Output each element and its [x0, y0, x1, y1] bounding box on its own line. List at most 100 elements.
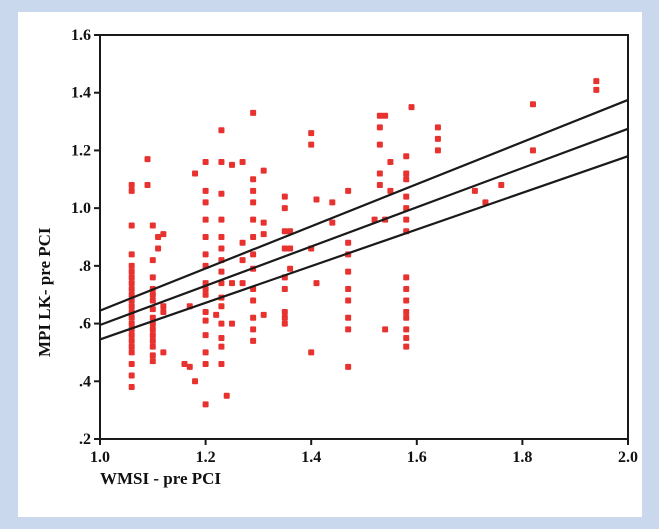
- data-point: [155, 234, 162, 240]
- data-point: [218, 303, 225, 310]
- data-point: [202, 332, 209, 339]
- data-point: [329, 219, 336, 226]
- y-tick-label: 1.4: [71, 85, 91, 102]
- data-point: [218, 127, 225, 134]
- data-point: [250, 297, 257, 304]
- data-point: [529, 101, 536, 108]
- data-point: [403, 297, 410, 304]
- plot-area: [99, 34, 629, 440]
- data-point: [144, 182, 151, 189]
- data-point: [229, 320, 235, 327]
- data-point: [387, 158, 394, 165]
- data-point: [160, 349, 167, 356]
- data-point: [149, 306, 156, 313]
- data-point: [149, 274, 156, 281]
- data-point: [128, 262, 135, 269]
- data-point: [128, 187, 135, 194]
- x-tick-label: 1.4: [301, 449, 321, 466]
- data-point: [376, 170, 383, 177]
- data-point: [181, 360, 188, 367]
- data-point: [155, 245, 162, 252]
- y-tick-label: .2: [79, 431, 91, 448]
- fit-line: [99, 127, 629, 327]
- data-point: [250, 337, 257, 344]
- data-point: [345, 297, 352, 304]
- data-point: [128, 337, 135, 344]
- data-point: [250, 216, 257, 223]
- data-point: [250, 109, 257, 116]
- data-point: [128, 332, 135, 339]
- x-tick-label: 1.6: [407, 449, 427, 466]
- y-tick-label: 1.2: [71, 142, 91, 159]
- data-point: [149, 337, 156, 344]
- data-point: [408, 104, 415, 111]
- data-points: [128, 78, 600, 408]
- data-point: [403, 176, 410, 183]
- data-point: [202, 360, 209, 367]
- data-point: [498, 182, 505, 189]
- data-point: [281, 285, 288, 292]
- data-point: [149, 332, 156, 339]
- data-point: [250, 234, 257, 240]
- data-point: [376, 112, 383, 119]
- data-point: [202, 158, 209, 165]
- data-point: [345, 285, 352, 292]
- data-point: [218, 280, 225, 287]
- data-point: [287, 265, 294, 272]
- data-point: [313, 280, 320, 287]
- data-point: [128, 384, 135, 391]
- data-point: [471, 187, 478, 194]
- data-point: [160, 309, 167, 316]
- data-point: [192, 378, 199, 385]
- data-point: [345, 314, 352, 321]
- data-point: [149, 297, 156, 304]
- data-point: [260, 167, 267, 174]
- data-point: [128, 268, 135, 275]
- data-point: [345, 187, 352, 194]
- data-point: [128, 360, 135, 367]
- y-axis-title: MPI LK- pre PCI: [35, 227, 54, 357]
- data-point: [223, 392, 230, 399]
- data-point: [403, 274, 410, 281]
- data-point: [186, 363, 193, 370]
- data-point: [128, 280, 135, 287]
- data-point: [128, 372, 135, 379]
- x-tick-label: 1.8: [512, 449, 532, 466]
- data-point: [250, 199, 257, 206]
- data-point: [434, 124, 441, 131]
- data-point: [149, 257, 156, 264]
- data-point: [218, 268, 225, 275]
- data-point: [403, 309, 410, 316]
- fit-line: [99, 155, 629, 341]
- data-point: [128, 222, 135, 229]
- x-axis-title: WMSI - pre PCI: [100, 469, 221, 488]
- data-point: [403, 285, 410, 292]
- data-point: [218, 360, 225, 367]
- data-point: [382, 112, 389, 119]
- data-point: [308, 349, 315, 356]
- y-tick-label: 1.0: [71, 200, 91, 217]
- data-point: [250, 176, 257, 183]
- data-point: [128, 314, 135, 321]
- data-point: [403, 216, 410, 223]
- data-point: [218, 234, 225, 240]
- data-point: [229, 280, 235, 287]
- data-point: [376, 124, 383, 131]
- data-point: [403, 326, 410, 333]
- data-point: [403, 343, 410, 350]
- data-point: [281, 228, 288, 235]
- data-point: [434, 147, 441, 154]
- y-tick-label: .8: [79, 258, 91, 275]
- data-point: [376, 141, 383, 148]
- data-point: [144, 156, 151, 163]
- data-point: [128, 320, 135, 327]
- data-point: [403, 314, 410, 321]
- data-point: [202, 317, 209, 324]
- chart-panel: .2.4.6.8 1.0 1.2 1.4 1.6 1.0 1.2 1.4 1.6 1.8 2.0 …: [18, 12, 642, 517]
- data-point: [260, 311, 267, 318]
- data-point: [371, 216, 378, 223]
- data-point: [128, 285, 135, 292]
- data-point: [202, 309, 209, 316]
- data-point: [149, 291, 156, 298]
